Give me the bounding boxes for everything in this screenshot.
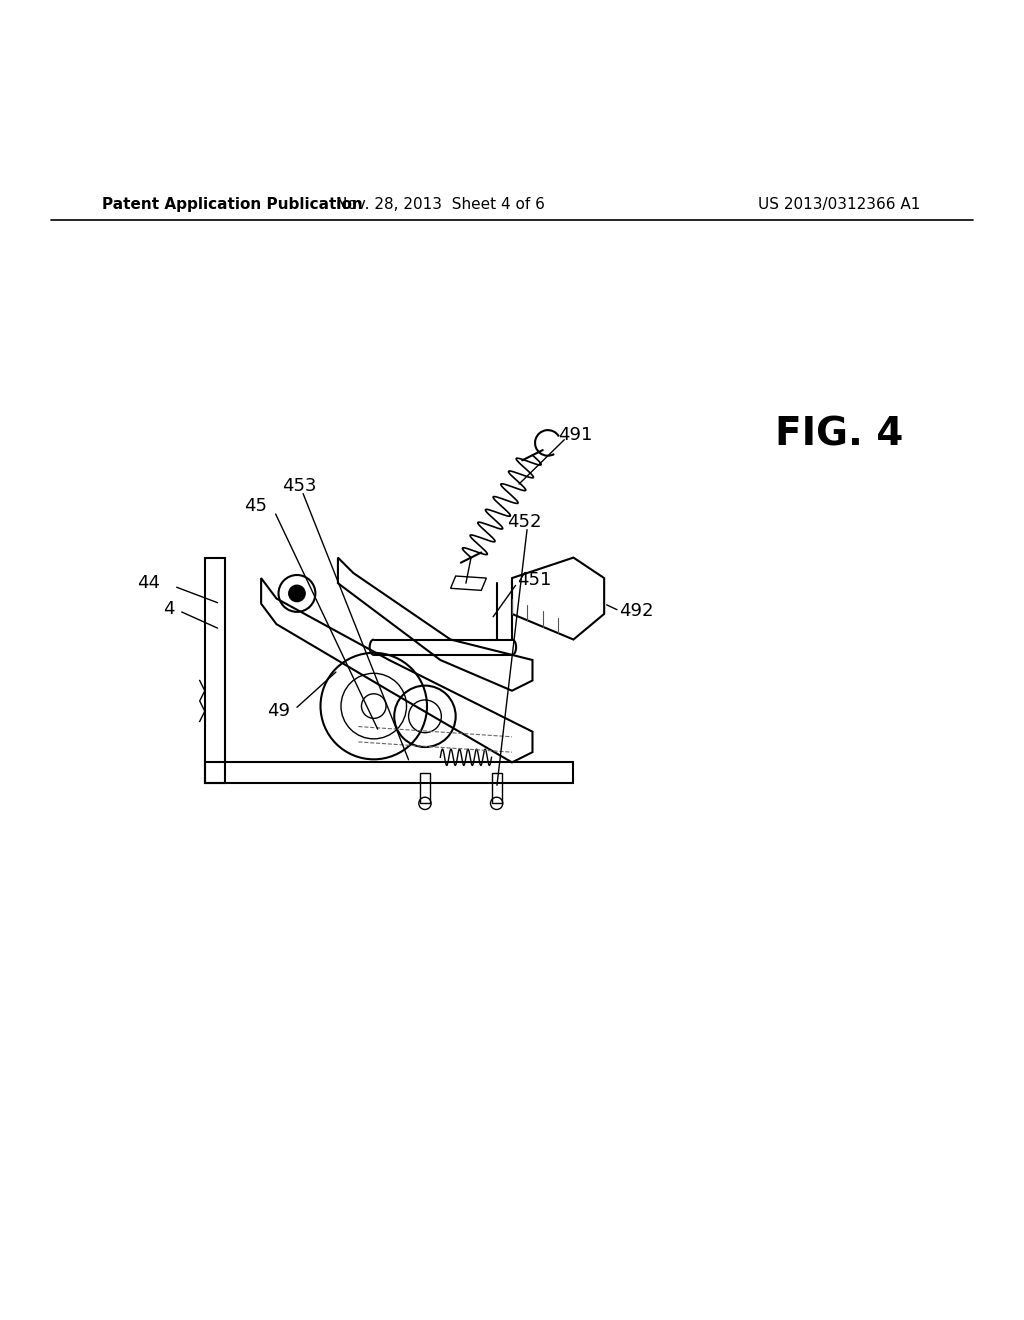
Text: 49: 49 (267, 702, 290, 721)
Text: Nov. 28, 2013  Sheet 4 of 6: Nov. 28, 2013 Sheet 4 of 6 (336, 197, 545, 211)
Text: 44: 44 (137, 574, 160, 593)
Text: 451: 451 (517, 572, 552, 589)
Text: 4: 4 (163, 599, 175, 618)
Text: Patent Application Publication: Patent Application Publication (102, 197, 364, 211)
Text: 492: 492 (620, 602, 654, 620)
Text: 453: 453 (282, 477, 316, 495)
Text: 452: 452 (507, 512, 542, 531)
Text: FIG. 4: FIG. 4 (775, 416, 904, 454)
Text: US 2013/0312366 A1: US 2013/0312366 A1 (759, 197, 921, 211)
Circle shape (289, 585, 305, 602)
Text: 45: 45 (245, 498, 267, 515)
Text: 491: 491 (558, 426, 593, 444)
